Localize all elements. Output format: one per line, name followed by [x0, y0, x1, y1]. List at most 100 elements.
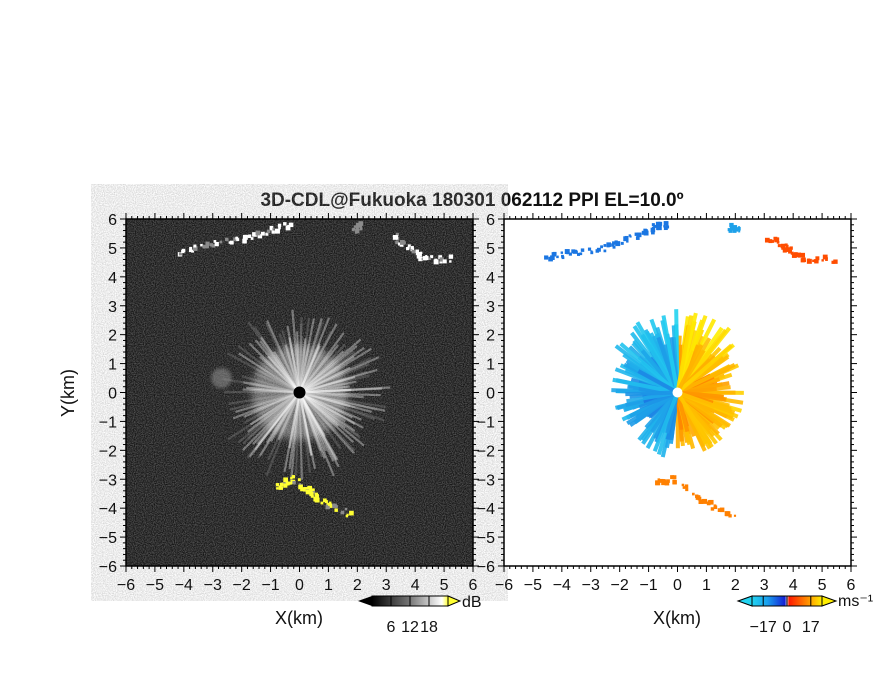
y-tick-label: −3: [477, 472, 495, 489]
echo-pixel: [278, 485, 284, 490]
echo-pixel: [721, 509, 724, 512]
echo-pixel: [334, 508, 338, 512]
echo-pixel: [550, 255, 555, 260]
echo-pixel: [279, 482, 284, 487]
echo-pixel: [265, 232, 269, 236]
echo-pixel: [358, 223, 362, 228]
echo-pixel: [664, 480, 667, 483]
echo-pixel: [833, 259, 838, 264]
burst-ray: [676, 363, 736, 395]
echo-pixel: [831, 260, 835, 264]
radial-burst: [611, 309, 744, 458]
echo-pixel: [211, 244, 215, 248]
echo-pixel: [415, 249, 419, 254]
echo-pixel: [312, 491, 316, 494]
axes-1: −6 −5 −4 −3 −2 −1 0 1 2 3 4 5 6 −6 −5 −4 −3 −2 −1 0 1 2 3 4 5 6: [477, 212, 857, 594]
x-tick-label: −4: [175, 577, 193, 594]
echo-pixel: [684, 484, 689, 488]
echo-pixel: [213, 240, 217, 243]
x-tick-label: 5: [440, 577, 449, 594]
y-tick-label: −2: [99, 443, 117, 460]
echo-pixel: [233, 237, 237, 242]
echo-pixel: [260, 231, 265, 236]
echo-pixel: [225, 237, 229, 242]
echo-pixel: [229, 240, 234, 245]
echo-pixel: [214, 241, 219, 247]
x-tick-label: 1: [702, 577, 711, 594]
echo-pixel: [800, 252, 806, 258]
echo-pixel: [439, 257, 444, 262]
echo-pixel: [738, 230, 741, 233]
echo-band: [544, 221, 670, 262]
echo-pixel: [328, 501, 332, 505]
echo-pixel: [661, 479, 665, 483]
y-tick-label: 6: [108, 212, 117, 229]
y-tick-label: 1: [486, 357, 495, 374]
echo-pixel: [788, 249, 793, 254]
echo-pixel: [272, 227, 275, 230]
echo-pixel: [821, 259, 824, 262]
echo-pixel: [407, 244, 411, 248]
echo-pixel: [665, 221, 669, 225]
echo-pixel: [784, 247, 790, 252]
echo-pixel: [188, 249, 192, 253]
burst-ray: [675, 344, 704, 394]
echo-pixel: [418, 256, 423, 262]
echo-pixel: [815, 256, 820, 261]
echo-pixel: [729, 222, 734, 228]
echo-pixel: [556, 255, 559, 259]
burst-ray: [652, 391, 680, 452]
echo-pixel: [320, 501, 324, 505]
echo-pixel: [707, 500, 710, 503]
radar-site-marker: [293, 386, 306, 399]
echo-pixel: [275, 483, 280, 487]
echo-pixel: [327, 503, 333, 508]
burst-ray: [675, 392, 690, 433]
x-tick-label: 6: [847, 577, 856, 594]
echo-pixel: [449, 260, 452, 263]
x-tick-label: 5: [818, 577, 827, 594]
echo-pixel: [200, 243, 203, 247]
echo-pixel: [560, 251, 564, 254]
echo-pixel: [725, 511, 731, 517]
echo-pixel: [438, 255, 443, 259]
echo-pixel: [580, 248, 585, 252]
y-tick-label: 2: [486, 328, 495, 345]
echo-pixel: [399, 243, 404, 247]
colorbar-tick-label: 0: [783, 619, 792, 636]
echo-pixel: [292, 480, 296, 485]
echo-pixel: [420, 251, 423, 254]
y-tick-label: −2: [477, 443, 495, 460]
burst-ray: [676, 390, 736, 415]
y-tick-label: −6: [477, 559, 495, 576]
echo-pixel: [603, 244, 607, 247]
radar-site-marker: [672, 387, 683, 398]
echo-pixel: [327, 505, 330, 508]
axes-0: −6 −5 −4 −3 −2 −1 0 1 2 3 4 5 6 −6 −5 −4 −3 −2 −1 0 1 2 3 4 5 6: [99, 212, 479, 594]
echo-pixel: [615, 241, 621, 247]
echo-pixel: [291, 475, 296, 479]
y-tick-label: 6: [486, 212, 495, 229]
echo-pixel: [315, 494, 319, 499]
colorbar-tick-label: 17: [802, 619, 820, 636]
echo-pixel: [782, 248, 787, 253]
y-axis-label: Y(km): [58, 369, 78, 417]
echo-pixel: [814, 259, 819, 264]
echo-pixel: [278, 226, 281, 230]
echo-pixel: [266, 229, 271, 234]
echo-pixel: [332, 503, 337, 509]
burst-ray: [676, 343, 733, 395]
echo-pixel: [572, 249, 577, 254]
echo-pixel: [708, 499, 714, 505]
echo-pixel: [209, 243, 214, 247]
echo-pixel: [653, 225, 656, 229]
echo-pixel: [349, 510, 354, 516]
echo-pixel: [298, 484, 303, 490]
echo-pixel: [430, 255, 434, 259]
echo-pixel: [636, 232, 642, 238]
echo-pixel: [192, 246, 198, 251]
x-tick-label: 2: [731, 577, 740, 594]
y-tick-label: −4: [99, 501, 117, 518]
echo-pixel: [685, 488, 689, 492]
echo-pixel: [300, 487, 304, 492]
